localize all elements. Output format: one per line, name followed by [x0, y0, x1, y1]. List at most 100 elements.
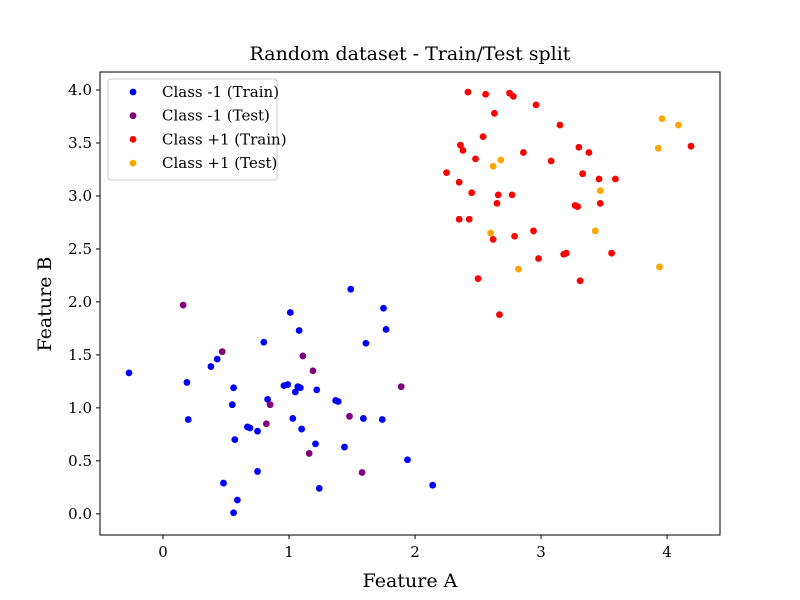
tick-group: 0 1 2 3 4 0.0 0.5 1.0 1.5 2.0 2.5 3.0 3.5 4.0 [68, 81, 672, 561]
data-point [455, 215, 463, 223]
data-point [468, 189, 476, 197]
legend-label: Class -1 (Test) [162, 107, 270, 125]
x-tick-label: 0 [158, 543, 168, 561]
data-point [218, 348, 226, 356]
data-point [687, 142, 695, 150]
data-point [254, 427, 261, 435]
data-point [378, 416, 386, 423]
y-tick-label: 3.0 [68, 187, 92, 205]
data-point [184, 416, 192, 423]
data-point [479, 133, 487, 141]
series-0 [125, 285, 437, 517]
data-point [358, 469, 366, 476]
data-point [179, 301, 187, 309]
data-point [230, 384, 237, 392]
data-point [313, 386, 321, 394]
data-point [341, 443, 348, 451]
data-point [497, 156, 505, 164]
plot-frame [99, 71, 721, 536]
data-point [562, 249, 570, 257]
legend: Class -1 (Train) Class -1 (Test) Class +1 … [107, 78, 287, 181]
data-point [359, 415, 367, 422]
data-point [220, 479, 227, 487]
x-tick-label: 2 [410, 543, 420, 561]
data-point [575, 143, 583, 151]
y-tick-label: 2.5 [68, 240, 92, 258]
data-point [254, 468, 261, 475]
data-point [576, 277, 584, 285]
y-tick-label: 4.0 [68, 81, 92, 99]
data-point [183, 379, 191, 386]
data-point [514, 265, 522, 273]
data-point [299, 352, 307, 360]
series-1 [179, 301, 405, 476]
data-point [530, 227, 537, 235]
data-point [482, 90, 490, 98]
y-tick-label: 0.5 [68, 452, 92, 470]
data-point [230, 509, 237, 517]
data-point [284, 381, 292, 388]
y-tick-label: 3.5 [68, 134, 92, 152]
data-point [489, 162, 497, 170]
legend-marker [129, 159, 137, 167]
data-point [585, 149, 593, 156]
data-point [511, 232, 518, 240]
data-point [404, 456, 411, 464]
data-point [266, 401, 274, 409]
x-tick-label: 4 [662, 543, 672, 561]
data-point [574, 203, 582, 210]
data-point [315, 484, 323, 492]
data-point [362, 339, 370, 347]
data-point [457, 141, 464, 149]
x-axis-label: Feature A [363, 570, 458, 592]
x-tick-label: 3 [536, 543, 546, 561]
data-point [579, 170, 587, 178]
data-point [246, 424, 254, 432]
data-point [233, 496, 241, 504]
data-point [520, 149, 527, 156]
data-point [397, 383, 405, 391]
data-point [231, 436, 239, 444]
data-point [347, 285, 355, 293]
data-point [535, 255, 542, 262]
data-point [264, 395, 272, 403]
data-point [496, 311, 503, 319]
data-points [125, 88, 695, 517]
legend-marker [129, 136, 137, 143]
legend-frame [107, 78, 278, 181]
data-point [459, 147, 467, 154]
data-point [125, 369, 133, 377]
data-point [465, 215, 473, 223]
data-point [547, 157, 555, 165]
data-point [286, 309, 294, 316]
y-tick-label: 1.5 [68, 346, 92, 364]
y-tick-label: 1.0 [68, 399, 92, 417]
data-point [380, 304, 387, 312]
data-point [494, 191, 502, 199]
data-point [608, 249, 616, 257]
data-point [443, 169, 450, 177]
data-point [464, 88, 472, 96]
data-point [298, 425, 306, 433]
data-point [595, 175, 603, 183]
chart-title: Random dataset - Train/Test split [250, 43, 571, 65]
y-axis-label: Feature B [34, 257, 56, 352]
data-point [591, 227, 599, 235]
legend-label: Class +1 (Train) [162, 130, 287, 148]
y-tick-label: 2.0 [68, 293, 92, 311]
data-point [312, 440, 319, 448]
data-point [262, 420, 270, 428]
data-point [289, 415, 297, 422]
data-point [612, 175, 619, 183]
series-3 [487, 115, 682, 273]
data-point [508, 191, 516, 199]
y-tick-label: 0.0 [68, 505, 92, 523]
series-2 [443, 88, 695, 319]
data-point [296, 384, 304, 392]
data-point [654, 144, 662, 152]
data-point [509, 92, 517, 100]
x-tick-label: 1 [284, 543, 294, 561]
legend-marker [129, 88, 137, 96]
data-point [487, 229, 495, 237]
data-point [556, 121, 564, 129]
